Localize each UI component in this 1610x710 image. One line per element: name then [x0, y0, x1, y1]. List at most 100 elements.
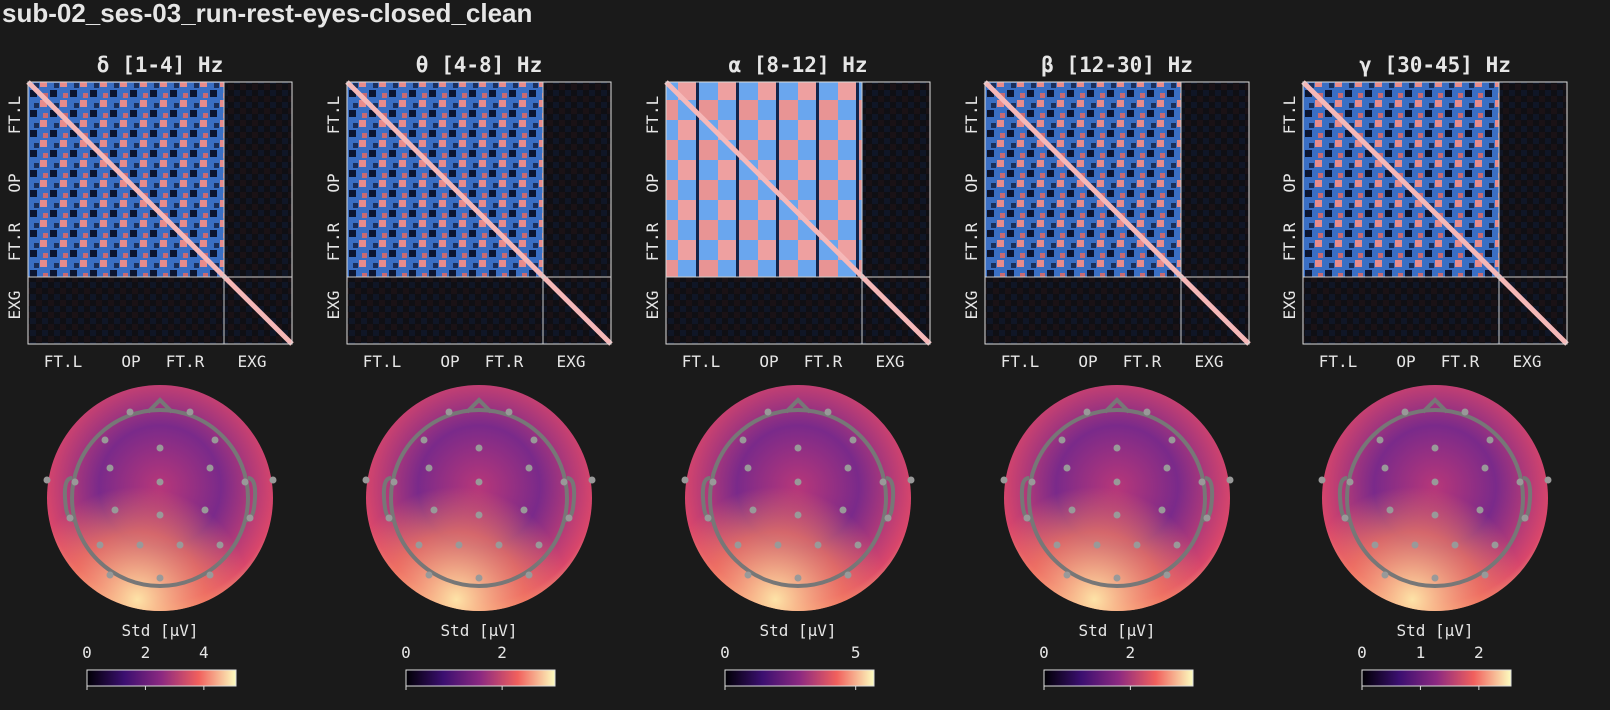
electrode — [1376, 436, 1384, 444]
electrode — [1000, 476, 1008, 484]
electrode — [186, 408, 194, 416]
electrode — [560, 478, 568, 486]
x-tick-label: EXG — [1513, 352, 1542, 371]
colorbar-tick-label: 0 — [720, 643, 730, 662]
panel: θ [4-8] Hz FT.L OP FT.R EXG FT.L OP FT.R EXG Std … — [324, 53, 613, 690]
matrix-diagonal — [1301, 80, 1569, 346]
y-tick-label: FT.L — [5, 96, 24, 135]
electrode — [814, 541, 822, 549]
colorbar-label: Std [μV] — [440, 621, 517, 640]
electrode — [106, 464, 114, 472]
electrode — [1053, 541, 1061, 549]
y-tick-label: EXG — [643, 291, 662, 320]
electrode — [445, 408, 453, 416]
x-tick-label: EXG — [238, 352, 267, 371]
electrode — [525, 571, 533, 579]
colorbar-tick-label: 2 — [1474, 643, 1484, 662]
colorbar-tick-label: 2 — [1126, 643, 1136, 662]
electrode — [1491, 541, 1499, 549]
electrode — [1063, 464, 1071, 472]
electrode — [794, 444, 802, 452]
head-outline — [1345, 408, 1525, 588]
x-tick-label: OP — [440, 352, 459, 371]
electrode — [385, 514, 393, 522]
nose — [465, 397, 493, 414]
electrode — [495, 541, 503, 549]
x-tick-label: OP — [1396, 352, 1415, 371]
electrode — [764, 408, 772, 416]
y-tick-label: FT.L — [962, 96, 981, 135]
x-tick-label: FT.R — [166, 352, 205, 371]
y-tick-label: OP — [5, 173, 24, 192]
electrode — [1431, 511, 1439, 519]
electrode — [839, 506, 847, 514]
x-tick-label: EXG — [1195, 352, 1224, 371]
nose — [1103, 397, 1131, 414]
electrode — [1481, 464, 1489, 472]
y-tick-label: EXG — [5, 291, 24, 320]
electrode — [206, 571, 214, 579]
colorbar-tick-label: 0 — [1039, 643, 1049, 662]
y-tick-label: FT.L — [1280, 96, 1299, 135]
matrix-diagonal — [664, 80, 932, 346]
x-tick-label: OP — [759, 352, 778, 371]
electrode — [1063, 571, 1071, 579]
electrode — [126, 408, 134, 416]
electrode — [425, 571, 433, 579]
x-tick-label: EXG — [557, 352, 586, 371]
colorbar-tick-label: 1 — [1416, 643, 1426, 662]
electrode — [844, 464, 852, 472]
electrode — [1544, 476, 1552, 484]
electrode — [246, 514, 254, 522]
y-tick-label: FT.R — [962, 222, 981, 261]
y-tick-label: FT.R — [5, 222, 24, 261]
nose — [146, 397, 174, 414]
electrode — [709, 478, 717, 486]
matrix-frame — [665, 81, 931, 345]
colorbar-tick-label: 5 — [851, 643, 861, 662]
electrode — [111, 506, 119, 514]
electrode — [1163, 464, 1171, 472]
matrix-diagonal — [345, 80, 613, 346]
colorbar-tick-label: 0 — [82, 643, 92, 662]
electrode — [1028, 478, 1036, 486]
matrix-frame — [346, 81, 612, 345]
head-outline — [389, 408, 569, 588]
electrode — [1401, 408, 1409, 416]
electrode — [1113, 478, 1121, 486]
electrode — [1381, 571, 1389, 579]
electrode — [704, 514, 712, 522]
matrix-frame — [984, 81, 1250, 345]
electrode — [1318, 476, 1326, 484]
panel: δ [1-4] Hz FT.L OP FT.R EXG FT.L OP FT.R EXG Std … — [5, 53, 294, 690]
electrode — [1411, 541, 1419, 549]
panel-title: θ [4-8] Hz — [416, 53, 542, 77]
electrode — [176, 541, 184, 549]
electrode — [565, 514, 573, 522]
y-tick-label: FT.R — [643, 222, 662, 261]
electrode — [156, 478, 164, 486]
electrode — [1058, 436, 1066, 444]
y-tick-label: EXG — [962, 291, 981, 320]
colorbar-tick-label: 2 — [141, 643, 151, 662]
electrode — [535, 541, 543, 549]
colorbar-label: Std [μV] — [121, 621, 198, 640]
panel-title: β [12-30] Hz — [1041, 53, 1193, 77]
electrode — [744, 571, 752, 579]
electrode — [734, 541, 742, 549]
electrode — [739, 436, 747, 444]
electrode — [1226, 476, 1234, 484]
electrode — [681, 476, 689, 484]
y-tick-label: OP — [962, 173, 981, 192]
electrode — [749, 506, 757, 514]
electrode — [211, 436, 219, 444]
electrode — [1068, 506, 1076, 514]
x-tick-label: FT.R — [1441, 352, 1480, 371]
matrix-diagonal — [983, 80, 1251, 346]
head-outline — [70, 408, 250, 588]
electrode — [1486, 436, 1494, 444]
colorbar-label: Std [μV] — [1396, 621, 1473, 640]
electrode — [43, 476, 51, 484]
electrode — [362, 476, 370, 484]
x-tick-label: FT.L — [44, 352, 83, 371]
